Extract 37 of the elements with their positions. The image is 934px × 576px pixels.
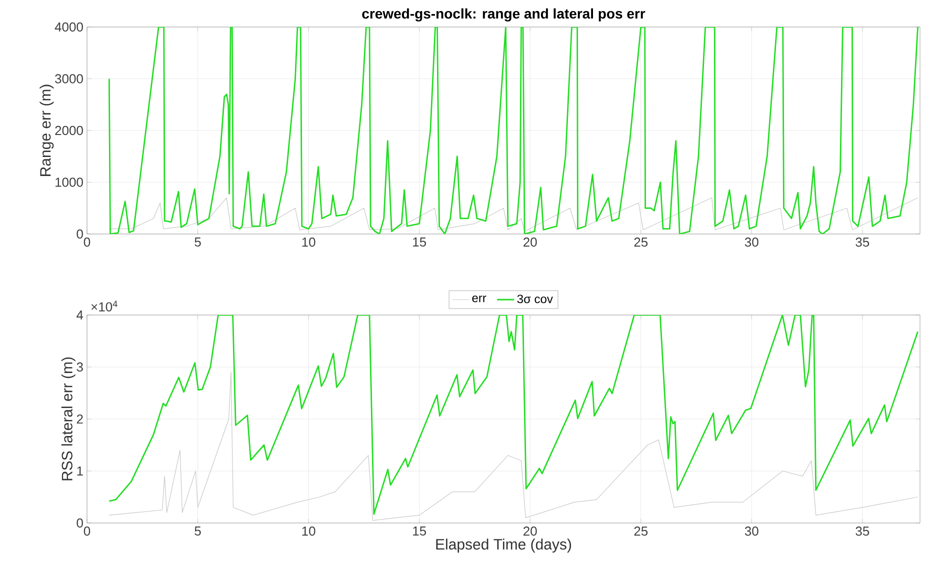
line-series bbox=[108, 197, 918, 232]
x-tick-label: 0 bbox=[84, 238, 90, 247]
x-tick-label: 20 bbox=[524, 238, 537, 247]
x-tick-label: 25 bbox=[634, 526, 648, 536]
line-series bbox=[108, 372, 918, 521]
y-axis-title: RSS lateral err (m) bbox=[61, 357, 76, 480]
y-tick-label: 2 bbox=[76, 414, 83, 424]
x-tick-label: 20 bbox=[524, 526, 537, 536]
y-tick-label: 1 bbox=[77, 466, 83, 476]
x-tick-label: 25 bbox=[634, 238, 648, 247]
line-series bbox=[108, 315, 918, 515]
x-tick-label: 10 bbox=[302, 526, 316, 536]
y-tick-label: 2000 bbox=[55, 126, 83, 136]
y-tick-label: 3000 bbox=[55, 74, 83, 84]
y-tick-label: 0 bbox=[76, 229, 83, 239]
x-tick-label: 35 bbox=[856, 238, 870, 247]
y-axis-title: Range err (m) bbox=[40, 84, 54, 176]
y-tick-label: 0 bbox=[76, 518, 83, 528]
y-tick-label: 4 bbox=[76, 310, 84, 320]
x-tick-label: 5 bbox=[194, 526, 201, 536]
x-tick-label: 5 bbox=[194, 238, 201, 247]
y-tick-label: 3 bbox=[76, 362, 83, 372]
x-tick-label: 10 bbox=[302, 238, 316, 247]
x-tick-label: 15 bbox=[413, 238, 426, 247]
y-tick-label: 4000 bbox=[54, 22, 83, 32]
x-tick-label: 35 bbox=[856, 526, 870, 536]
legend-label: err bbox=[472, 296, 486, 302]
line-series bbox=[108, 27, 918, 234]
x-tick-label: 15 bbox=[413, 526, 426, 536]
x-axis-title: Elapsed Time (days) bbox=[436, 538, 572, 553]
text: ×10$^{4}$ bbox=[91, 300, 118, 312]
legend-label: 3σ cov bbox=[517, 294, 553, 304]
x-tick-label: 30 bbox=[744, 238, 758, 247]
y-tick-label: 1000 bbox=[56, 178, 83, 187]
chart-title: crewed-gs-noclk: range and lateral pos err bbox=[362, 8, 646, 22]
x-tick-label: 30 bbox=[744, 526, 758, 536]
x-tick-label: 0 bbox=[84, 526, 90, 536]
